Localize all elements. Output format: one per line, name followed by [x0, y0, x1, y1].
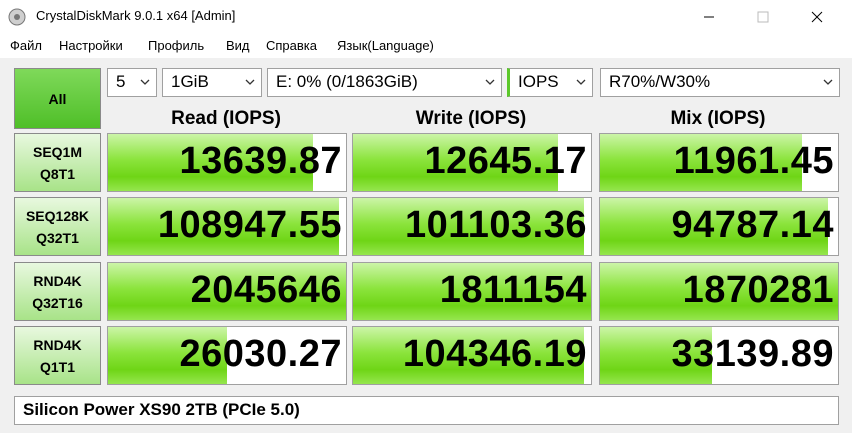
result-bar — [600, 263, 838, 320]
dropdown-arrow — [140, 79, 150, 85]
result-bar — [108, 263, 346, 320]
result-cell: 11961.45 — [599, 133, 839, 192]
result-value: 13639.87 — [179, 140, 342, 182]
test-label: SEQ128K — [25, 207, 90, 224]
comment-box[interactable]: Silicon Power XS90 2TB (PCIe 5.0) — [14, 396, 839, 425]
app-icon — [8, 8, 26, 26]
column-header: Mix (IOPS) — [670, 108, 766, 129]
test-button[interactable]: SEQ128K Q32T1 — [14, 197, 101, 256]
result-cell: 101103.36 — [352, 197, 592, 256]
select-value: 5 — [116, 72, 126, 91]
result-cell: 1870281 — [599, 262, 839, 321]
result-bar — [600, 134, 803, 191]
menu-item[interactable]: Вид — [226, 38, 250, 53]
result-value: 33139.89 — [671, 333, 834, 375]
count-select[interactable]: 5 — [107, 68, 157, 97]
test-label: Q32T16 — [32, 294, 83, 311]
window-buttons[interactable] — [690, 6, 852, 28]
test-button[interactable]: RND4K Q1T1 — [14, 326, 101, 385]
select-value: R70%/W30% — [609, 72, 711, 91]
menu-item[interactable]: Язык(Language) — [337, 38, 434, 53]
result-value: 1811154 — [439, 269, 587, 311]
drive-select[interactable]: E: 0% (0/1863GiB) — [267, 68, 502, 97]
result-bar — [108, 198, 339, 255]
result-bar — [353, 263, 591, 320]
select-value: E: 0% (0/1863GiB) — [276, 72, 418, 91]
dropdown-arrow — [245, 79, 255, 85]
result-cell: 94787.14 — [599, 197, 839, 256]
test-label: SEQ1M — [32, 143, 82, 160]
column-header: Read (IOPS) — [171, 108, 281, 129]
select-value: IOPS — [518, 72, 559, 91]
result-value: 11961.45 — [673, 140, 834, 182]
column-header: Write (IOPS) — [415, 108, 527, 129]
result-cell: 26030.27 — [107, 326, 347, 385]
test-label: RND4K — [33, 272, 82, 289]
title-bar: CrystalDiskMark 9.0.1 x64 [Admin] — [0, 0, 852, 34]
result-bar — [108, 327, 227, 384]
result-bar — [108, 134, 313, 191]
select-value: 1GiB — [171, 72, 209, 91]
menu-item[interactable]: Справка — [266, 38, 317, 53]
menu-item[interactable]: Профиль — [148, 38, 205, 53]
comment-text: Silicon Power XS90 2TB (PCIe 5.0) — [23, 400, 300, 419]
test-label: Q32T1 — [36, 229, 79, 246]
result-value: 1870281 — [682, 269, 834, 311]
button-label: All — [48, 90, 67, 107]
unit-select[interactable]: IOPS — [507, 68, 593, 97]
dropdown-arrow — [485, 79, 495, 85]
result-value: 104346.19 — [402, 333, 587, 375]
result-cell: 104346.19 — [352, 326, 592, 385]
result-bar — [600, 327, 712, 384]
result-bar — [600, 198, 829, 255]
result-value: 26030.27 — [179, 333, 342, 375]
result-cell: 1811154 — [352, 262, 592, 321]
result-bar — [353, 134, 558, 191]
window-title: CrystalDiskMark 9.0.1 x64 [Admin] — [36, 8, 236, 23]
size-select[interactable]: 1GiB — [162, 68, 262, 97]
result-bar — [353, 198, 584, 255]
result-value: 12645.17 — [424, 140, 587, 182]
result-cell: 2045646 — [107, 262, 347, 321]
test-label: Q1T1 — [39, 358, 75, 375]
all-button[interactable]: All — [14, 68, 101, 129]
menu-item[interactable]: Файл — [10, 38, 42, 53]
result-cell: 33139.89 — [599, 326, 839, 385]
mix-select[interactable]: R70%/W30% — [600, 68, 840, 97]
dropdown-arrow — [576, 79, 586, 85]
test-label: Q8T1 — [39, 165, 75, 182]
test-label: RND4K — [33, 336, 82, 353]
result-cell: 108947.55 — [107, 197, 347, 256]
menu-bar — [0, 34, 852, 58]
test-button[interactable]: SEQ1M Q8T1 — [14, 133, 101, 192]
result-value: 108947.55 — [157, 204, 342, 246]
result-bar — [353, 327, 584, 384]
result-value: 101103.36 — [404, 204, 587, 246]
result-cell: 13639.87 — [107, 133, 347, 192]
result-cell: 12645.17 — [352, 133, 592, 192]
result-value: 94787.14 — [671, 204, 834, 246]
result-value: 2045646 — [190, 269, 342, 311]
test-button[interactable]: RND4K Q32T16 — [14, 262, 101, 321]
menu-item[interactable]: Настройки — [59, 38, 123, 53]
dropdown-arrow — [823, 79, 833, 85]
